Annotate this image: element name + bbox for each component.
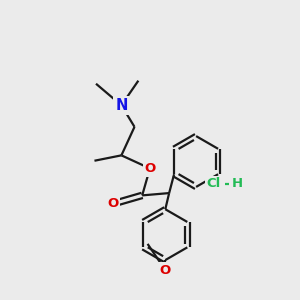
- Text: O: O: [107, 197, 118, 210]
- Text: O: O: [160, 264, 171, 277]
- Text: O: O: [144, 162, 155, 175]
- Text: H: H: [231, 177, 242, 190]
- Text: N: N: [115, 98, 128, 113]
- Text: Cl: Cl: [207, 177, 221, 190]
